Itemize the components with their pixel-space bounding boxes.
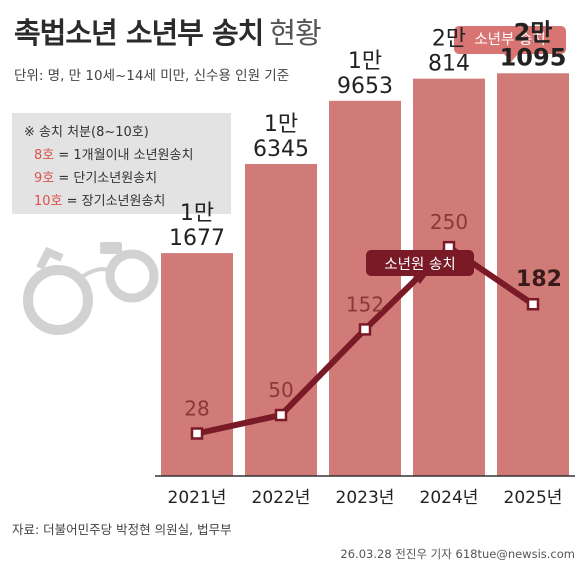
legend-text: = 1개월이내 소년원송치 [54,148,194,163]
line-value-label: 250 [430,210,468,234]
x-tick-label: 2021년 [168,488,227,508]
credit-line: 26.03.28 전진우 기자 618tue@newsis.com [340,547,575,561]
line-value-label: 152 [346,292,384,316]
legend-heading: ※ 송치 처분(8~10호) [24,125,149,140]
line-value-label: 50 [268,378,293,402]
chart-title-main: 촉법소년 소년부 송치 [14,16,264,50]
legend-row-10: 10호 = 장기소년원송치 [34,190,165,209]
line-point [274,408,288,422]
series-label-line: 소년원 송치 [366,250,474,284]
line-point [358,323,372,336]
bar-value-label: 1677 [169,226,225,251]
source-note: 자료: 더불어민주당 박정현 의원실, 법무부 [12,522,232,537]
handcuffs-icon [23,242,159,335]
bar-value-label: 2만 [432,27,466,52]
bar-value-label: 1095 [500,43,567,71]
x-tick-label: 2022년 [252,488,311,508]
bar-value-label: 9653 [337,74,393,99]
bar-2025년 [497,73,569,476]
bar-value-label: 2만 [514,18,553,46]
legend-box: ※ 송치 처분(8~10호) 8호 = 1개월이내 소년원송치 9호 = 단기소… [12,113,231,214]
chart-title-suffix: 현황 [269,16,321,50]
line-point [190,427,204,440]
legend-text: = 장기소년원송치 [62,194,166,209]
bar-value-label: 814 [428,52,470,77]
bar-2022년 [245,163,317,476]
bar-value-label: 1만 [264,112,298,137]
line-value-label: 28 [184,396,209,420]
bar-value-label: 1만 [348,49,382,74]
chart-title: 촉법소년 소년부 송치 현황 [14,10,322,52]
line-point [526,297,540,311]
legend-code: 9호 [34,171,55,186]
legend-row-9: 9호 = 단기소년원송치 [34,167,157,186]
legend-text: = 단기소년원송치 [54,171,158,186]
bar-2021년 [161,253,233,476]
bar-2023년 [329,100,401,476]
line-value-label: 182 [516,267,562,292]
legend-code: 8호 [34,148,55,163]
x-tick-label: 2023년 [336,488,395,508]
series-label-line-text: 소년원 송치 [384,256,455,273]
unit-note: 단위: 명, 만 10세~14세 미만, 신수용 인원 기준 [14,68,290,84]
bar-value-label: 1만 [180,201,214,226]
x-tick-label: 2024년 [420,488,479,508]
legend-row-8: 8호 = 1개월이내 소년원송치 [34,144,193,163]
x-tick-label: 2025년 [504,488,563,508]
bar-value-label: 6345 [253,137,309,162]
legend-code: 10호 [34,194,63,209]
series-label-bar: 소년부 송치 [454,26,566,62]
